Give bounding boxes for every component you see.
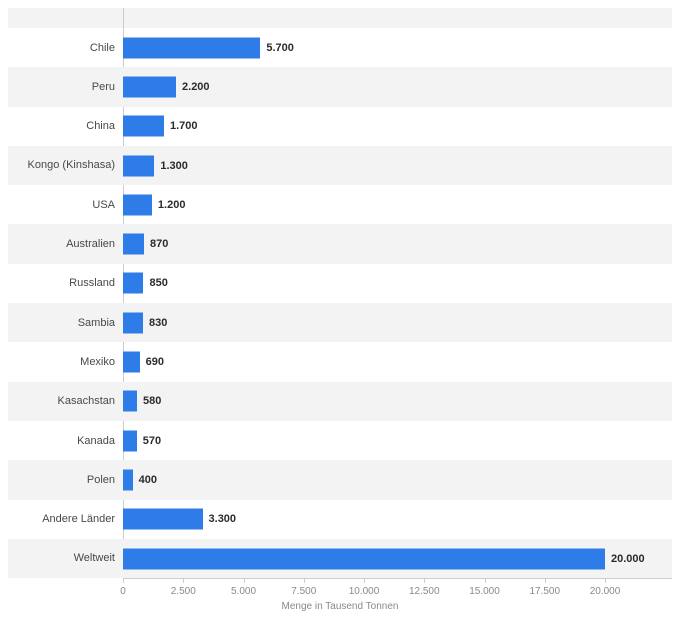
bar: [123, 37, 261, 59]
bar: [123, 548, 605, 569]
category-label: Australien: [66, 238, 115, 251]
tick-mark: [303, 579, 305, 583]
value-label: 870: [149, 238, 169, 251]
tick-label: 7.500: [291, 586, 317, 597]
value-label: 690: [145, 356, 164, 369]
chart-row: Sambia 830: [8, 303, 672, 343]
bar: [123, 155, 155, 177]
bar: [123, 469, 133, 491]
bar: [123, 272, 144, 294]
tick-mark: [605, 579, 606, 583]
tick-mark: [424, 579, 426, 583]
category-label: Russland: [69, 277, 115, 290]
value-label: 570: [142, 434, 162, 447]
bar: [123, 508, 203, 530]
tick-label: 10.000: [348, 586, 380, 597]
value-label: 830: [149, 316, 168, 329]
category-label: Peru: [91, 80, 115, 93]
value-label: 850: [149, 277, 168, 290]
value-label: 5.700: [266, 41, 294, 54]
category-label: Mexiko: [80, 355, 115, 368]
chart-row: Mexiko 690: [8, 342, 672, 381]
bar: [123, 76, 177, 98]
x-axis-title: Menge in Tausend Tonnen: [281, 601, 399, 612]
chart-row: Australien 870: [8, 224, 672, 264]
chart-row: Kongo (Kinshasa) 1.300: [8, 145, 672, 186]
category-label: Weltweit: [73, 552, 115, 565]
tick-mark: [484, 579, 486, 583]
chart-row: Peru 2.200: [8, 67, 672, 107]
plot-segment: 3.300: [123, 500, 672, 539]
category-label: Chile: [89, 41, 115, 54]
value-label: 400: [138, 473, 157, 486]
bar: [123, 194, 152, 216]
tick-label: 0: [120, 586, 126, 597]
chart-row: Chile 5.700: [8, 28, 672, 67]
chart-row: China 1.700: [8, 107, 672, 146]
category-label: Kasachstan: [57, 395, 115, 408]
tick-label: 15.000: [469, 586, 500, 597]
tick-label: 5.000: [230, 586, 257, 597]
bar: [123, 430, 137, 452]
plot-segment: 870: [123, 224, 672, 263]
tick-label: 20.000: [589, 586, 621, 597]
plot-segment: 1.700: [123, 107, 672, 146]
tick-mark: [544, 579, 546, 583]
chart-rows: Chile 5.700 Peru 2.200 China 1.700 Kongo (Kins…: [8, 28, 672, 579]
category-label: Kanada: [77, 434, 115, 447]
category-label: Kongo (Kinshasa): [27, 159, 115, 172]
plot-segment: 690: [123, 342, 672, 381]
bar: [123, 312, 143, 334]
chart-row: Weltweit 20.000: [8, 538, 672, 579]
value-label: 580: [142, 395, 162, 408]
plot-segment: 830: [123, 303, 672, 342]
plot-segment: 2.200: [123, 67, 672, 106]
chart-row: Andere Länder 3.300: [8, 500, 672, 539]
tick-mark: [243, 579, 245, 583]
category-label: Andere Länder: [42, 513, 115, 526]
category-label: China: [86, 120, 115, 133]
bar: [123, 233, 144, 255]
bar: [123, 351, 140, 373]
bar: [123, 390, 137, 412]
plot-segment: 570: [123, 421, 672, 460]
plot-segment: 1.300: [123, 146, 672, 185]
chart-row: Russland 850: [8, 264, 672, 303]
plot-segment: 20.000: [123, 539, 672, 578]
plot-segment: 850: [123, 264, 672, 303]
tick-mark: [364, 579, 365, 583]
category-label: USA: [92, 198, 115, 211]
tick-mark: [123, 579, 124, 583]
value-label: 1.300: [160, 159, 188, 172]
value-label: 1.700: [169, 120, 198, 133]
plot-segment: 1.200: [123, 185, 672, 224]
plot-segment: 580: [123, 382, 672, 421]
chart-row: Kanada 570: [8, 421, 672, 460]
value-label: 20.000: [611, 552, 645, 565]
top-stripe: [8, 8, 672, 28]
x-axis-ticks: 0 2.500 5.000 7.500 10.000 12.500 15.000 17.500…: [120, 579, 620, 601]
chart-row: Kasachstan 580: [8, 381, 672, 421]
tick-label: 17.500: [529, 586, 561, 597]
x-axis-line: [123, 578, 672, 579]
category-label: Polen: [86, 473, 115, 486]
plot-segment: 400: [123, 460, 672, 499]
chart-row: USA 1.200: [8, 185, 672, 224]
chart-row: Polen 400: [8, 460, 672, 500]
value-label: 3.300: [208, 513, 237, 526]
tick-label: 12.500: [408, 586, 440, 597]
tick-mark: [183, 579, 185, 583]
value-label: 2.200: [182, 80, 210, 93]
tick-label: 2.500: [170, 586, 196, 597]
bar: [123, 115, 164, 137]
category-label: Sambia: [77, 316, 115, 329]
plot-segment: 5.700: [123, 28, 672, 67]
value-label: 1.200: [157, 198, 186, 211]
